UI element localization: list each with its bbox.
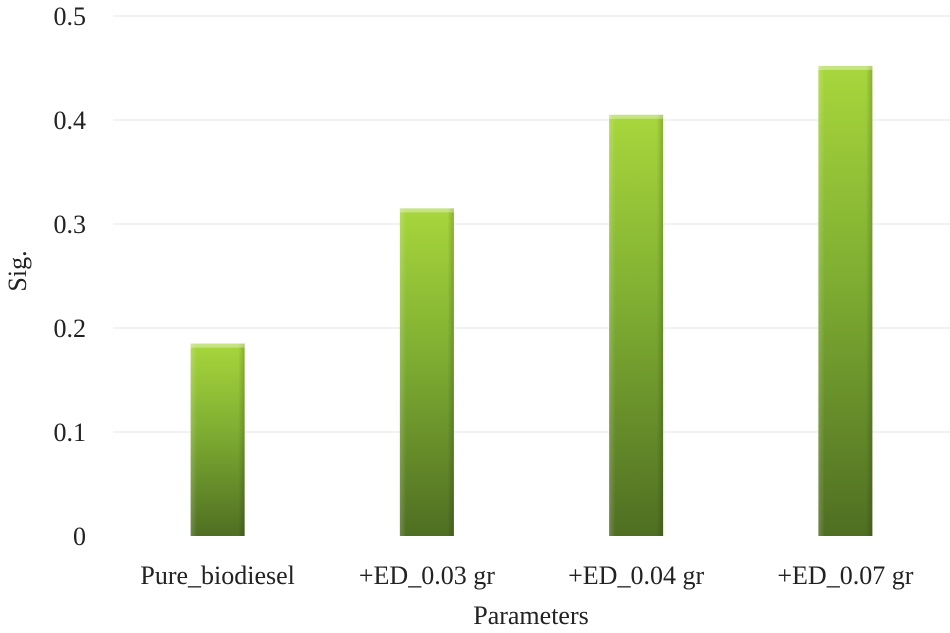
bars — [190, 65, 873, 537]
bar-shading — [609, 114, 664, 537]
bar-highlight — [399, 208, 454, 213]
bar-highlight — [190, 343, 245, 348]
y-tick-label: 0.5 — [54, 2, 87, 31]
bar-shading — [818, 65, 873, 537]
gridlines — [113, 15, 950, 433]
y-tick-label: 0.2 — [54, 314, 87, 343]
bar-highlight — [818, 65, 873, 70]
x-tick-label: Pure_biodiesel — [140, 561, 295, 590]
x-tick-labels: Pure_biodiesel +ED_0.03 gr +ED_0.04 gr +ED_… — [140, 561, 913, 590]
x-axis-title: Parameters — [473, 601, 589, 630]
x-tick-label: +ED_0.04 gr — [568, 561, 704, 590]
y-tick-label: 0 — [73, 522, 86, 551]
y-tick-label: 0.3 — [54, 210, 87, 239]
y-tick-label: 0.1 — [54, 418, 87, 447]
x-tick-label: +ED_0.03 gr — [359, 561, 495, 590]
bar-shading — [190, 343, 245, 536]
bar — [609, 114, 664, 537]
bar — [190, 343, 245, 536]
y-tick-labels: 0 0.1 0.2 0.3 0.4 0.5 — [54, 2, 87, 551]
bar — [818, 65, 873, 537]
y-tick-label: 0.4 — [54, 106, 87, 135]
bar-highlight — [609, 114, 664, 119]
bar-shading — [399, 208, 454, 536]
x-tick-label: +ED_0.07 gr — [777, 561, 913, 590]
y-axis-title: Sig. — [3, 250, 32, 291]
bar — [399, 208, 454, 536]
